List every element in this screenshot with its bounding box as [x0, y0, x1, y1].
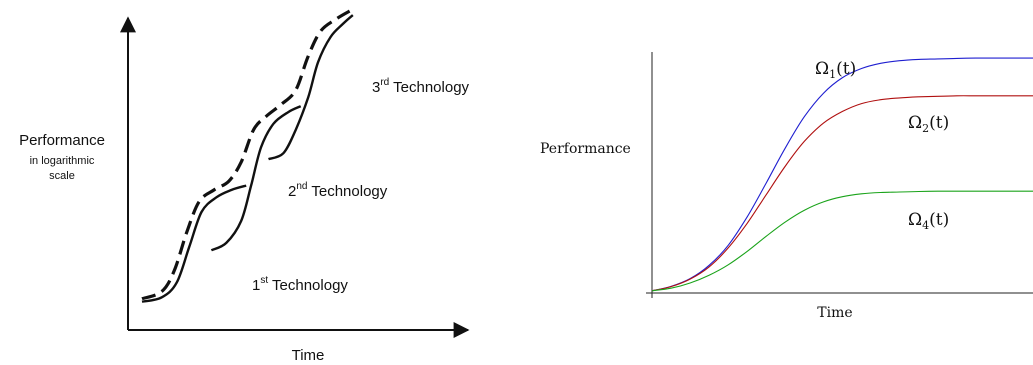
series-line-2nd-technology — [210, 105, 302, 252]
left-ylabel-sub-1: in logarithmic — [30, 155, 95, 167]
omega-2-sub: 2 — [922, 122, 929, 135]
label-2-sup: nd — [296, 181, 307, 192]
series-line-2-t — [651, 95, 1033, 292]
series-line-4-t — [651, 190, 1033, 292]
right-series-group — [651, 57, 1033, 292]
series-label-omega-4: Ω4(t) — [908, 210, 949, 232]
series-label-3rd-technology: 3rd Technology — [372, 77, 470, 96]
omega-1-base: Ω — [815, 59, 829, 79]
label-3-sup: rd — [380, 77, 389, 88]
technology-s-curves-chart: Performance in logarithmic scale Time 1s… — [19, 9, 470, 364]
right-ylabel: Performance — [540, 141, 631, 157]
series-label-omega-2: Ω2(t) — [908, 113, 949, 135]
label-2-rest: Technology — [307, 183, 387, 200]
series-line-trend-dashed — [141, 9, 352, 301]
omega-2-base: Ω — [908, 113, 922, 133]
label-1-number: 1 — [252, 277, 260, 294]
omega-4-sub: 4 — [922, 219, 929, 232]
left-ylabel: Performance — [19, 132, 105, 149]
omega-1-sub: 1 — [829, 68, 836, 81]
omega-1-arg: (t) — [836, 59, 856, 79]
label-1-sup: st — [260, 275, 268, 286]
left-xlabel: Time — [292, 347, 325, 364]
series-line-3rd-technology — [268, 14, 354, 161]
series-label-omega-1: Ω1(t) — [815, 59, 856, 81]
series-line-1st-technology — [141, 184, 247, 303]
label-3-rest: Technology — [389, 79, 469, 96]
right-xlabel: Time — [817, 305, 852, 321]
omega-2-arg: (t) — [929, 113, 949, 133]
left-series-group — [141, 9, 354, 303]
label-3-number: 3 — [372, 79, 380, 96]
series-label-2nd-technology: 2nd Technology — [288, 181, 388, 200]
omega-4-base: Ω — [908, 210, 922, 230]
omega-4-arg: (t) — [929, 210, 949, 230]
series-label-1st-technology: 1st Technology — [252, 275, 348, 294]
series-line-1-t — [651, 57, 1033, 292]
label-2-number: 2 — [288, 183, 296, 200]
omega-performance-chart: Performance Time Ω1(t) Ω2(t) Ω4(t) — [540, 52, 1033, 321]
label-1-rest: Technology — [268, 277, 348, 294]
left-ylabel-sub-2: scale — [49, 170, 75, 182]
